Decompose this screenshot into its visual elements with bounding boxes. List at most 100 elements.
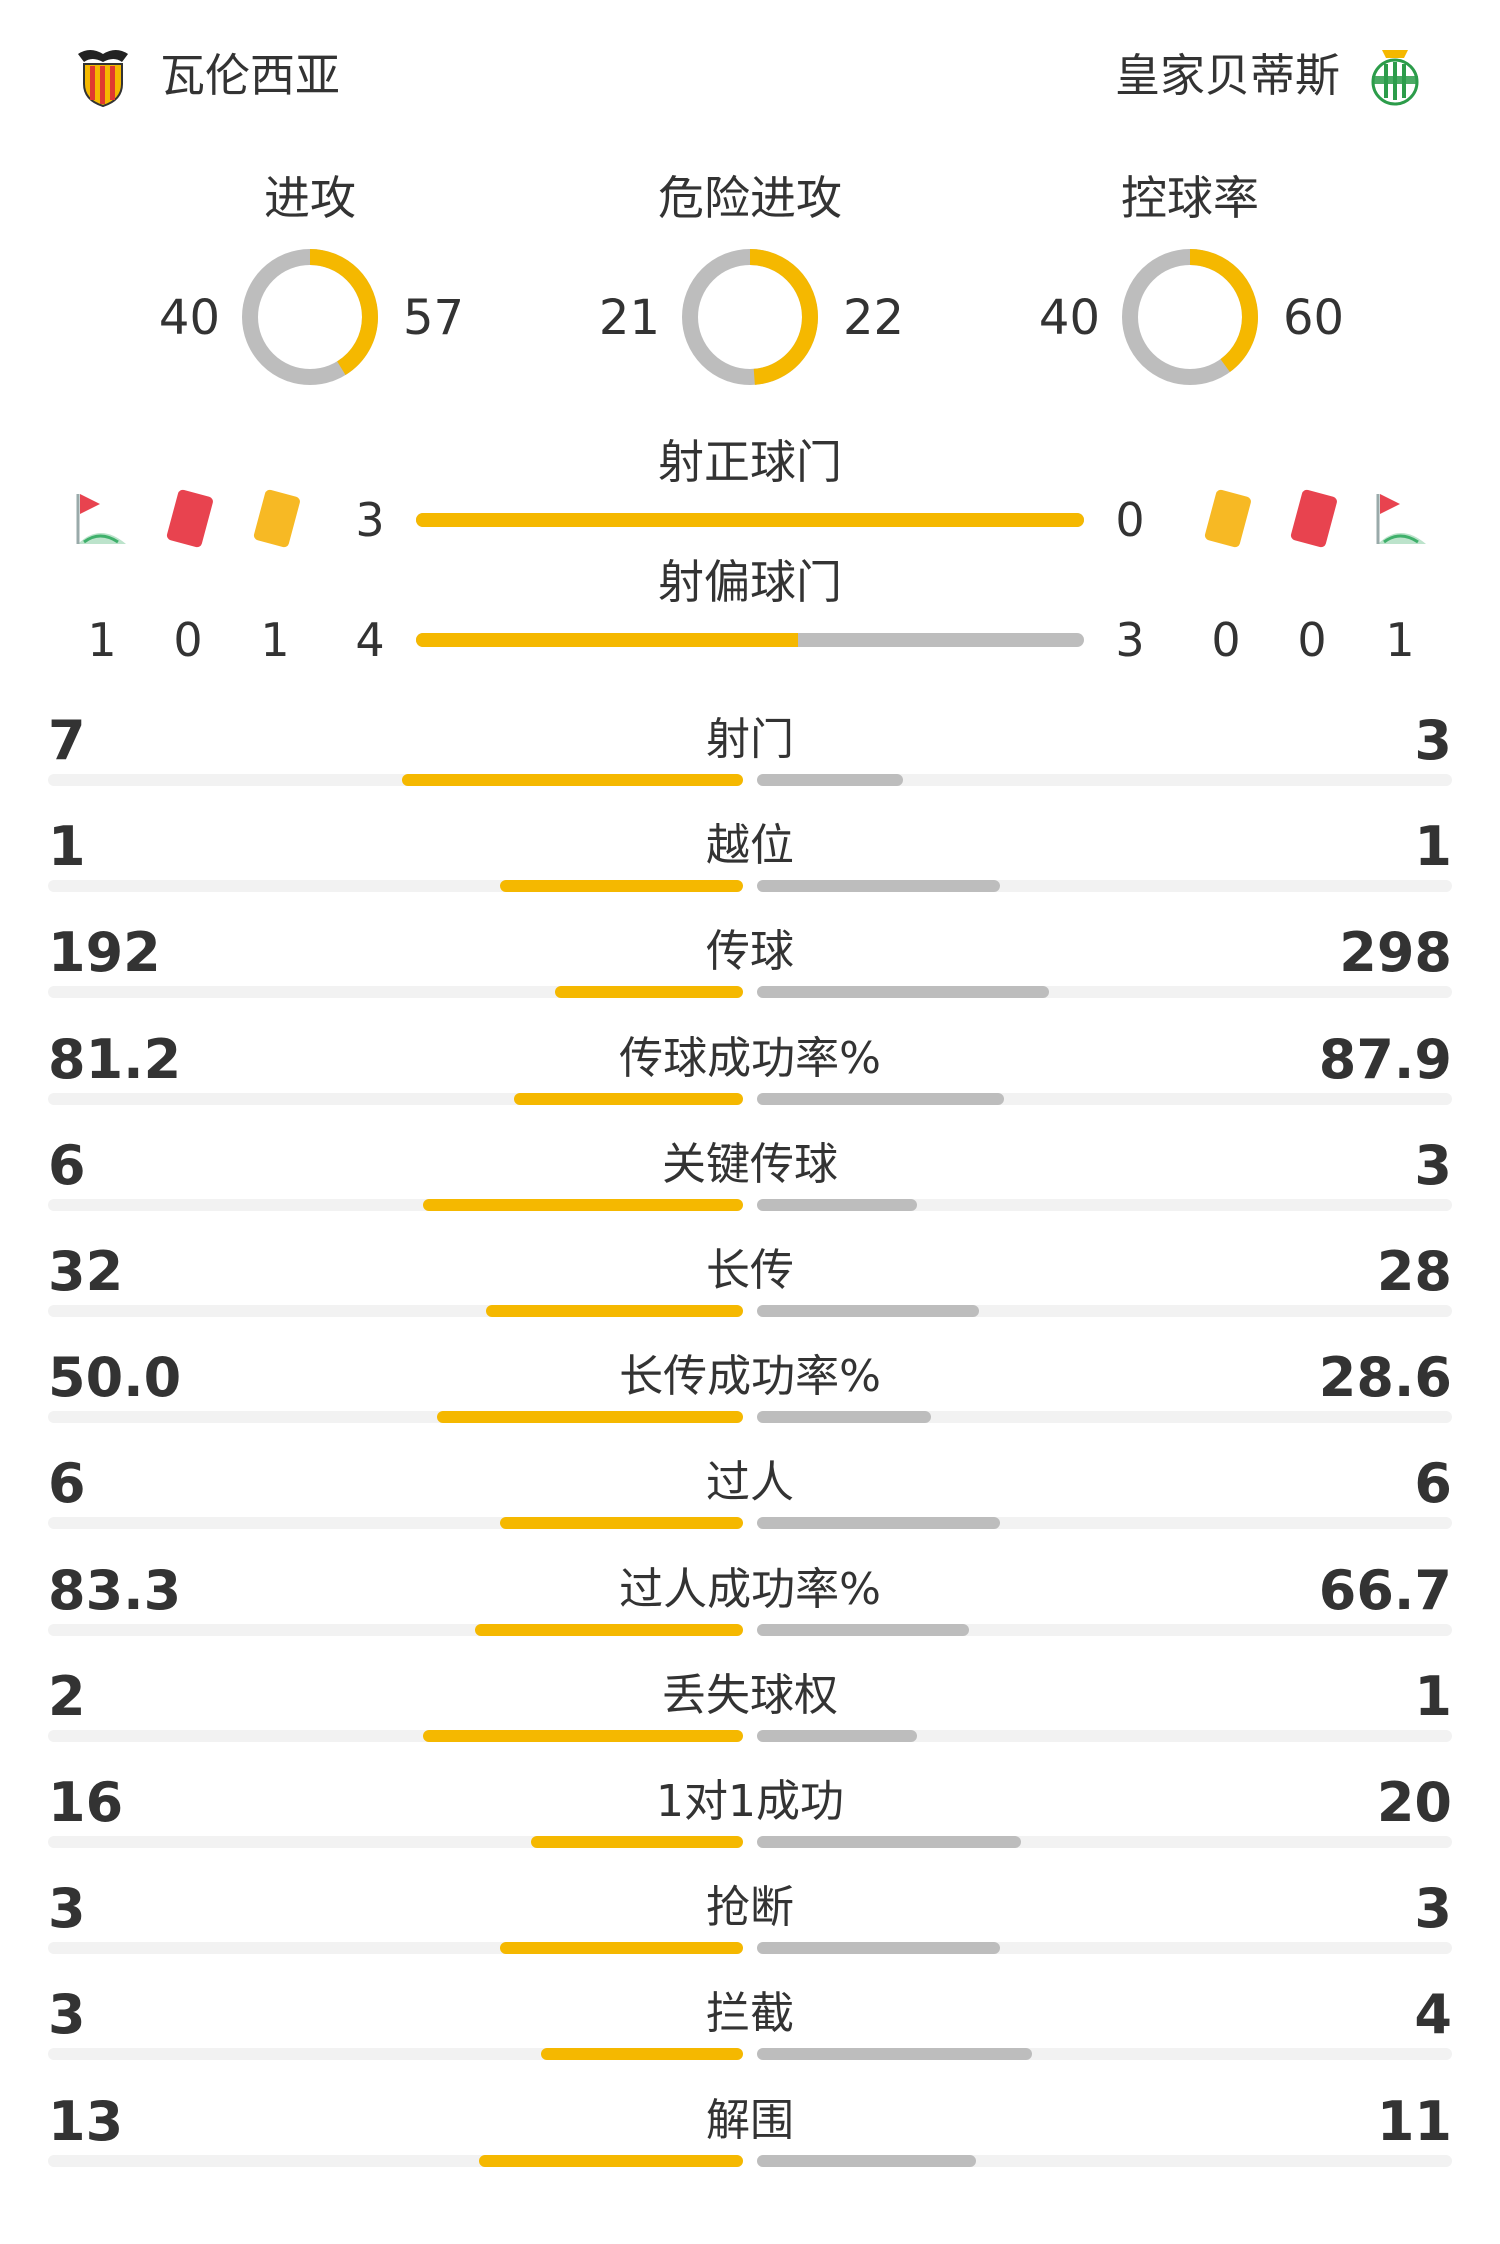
stat-home-value: 192: [48, 921, 161, 985]
stat-row: 1 越位 1: [48, 806, 1452, 912]
stat-home-bar: [402, 774, 743, 786]
stat-away-bar: [757, 1623, 969, 1636]
stat-home-value: 81.2: [48, 1027, 182, 1091]
stat-row: 3 抢断 3: [48, 1868, 1452, 1974]
stat-away-value: 28: [1376, 1240, 1452, 1303]
stat-label: 射门: [706, 714, 794, 765]
stat-row: 6 关键传球 3: [48, 1125, 1452, 1231]
stat-home-value: 6: [48, 1452, 86, 1516]
home-yellow-card-icon: [245, 488, 305, 548]
donut-title-attack: 进攻: [264, 171, 356, 225]
stat-label: 解围: [706, 2094, 794, 2146]
stat-label: 越位: [706, 820, 794, 872]
stat-row: 13 解围 11: [48, 2081, 1452, 2187]
stat-away-value: 3: [1414, 1133, 1452, 1197]
stat-away-value: 1: [1414, 1664, 1452, 1728]
stat-home-value: 13: [48, 2089, 124, 2153]
stat-label: 丢失球权: [662, 1669, 838, 1721]
stat-label: 传球: [706, 926, 794, 978]
stat-home-bar: [478, 2154, 743, 2167]
stat-away-value: 28.6: [1318, 1346, 1452, 1410]
stat-away-bar: [757, 1411, 931, 1424]
stat-away-bar: [757, 774, 903, 786]
stat-away-value: 4: [1414, 1983, 1452, 2047]
stat-label: 1对1成功: [656, 1776, 844, 1827]
stat-row: 83.3 过人成功率% 66.7: [48, 1550, 1452, 1656]
valencia-crest-icon: [70, 44, 136, 110]
home-red-card-icon: [158, 488, 218, 548]
stat-row: 3 拦截 4: [48, 1974, 1452, 2080]
stat-away-track: [757, 1411, 1452, 1424]
stat-away-bar: [757, 1305, 980, 1317]
away-yellow-card-icon: [1196, 488, 1256, 548]
shots-off-target-home: 4: [355, 613, 385, 667]
stat-home-bar: [555, 986, 743, 999]
possession-home-value: 40: [1038, 290, 1100, 346]
stat-row: 81.2 传球成功率% 87.9: [48, 1019, 1452, 1125]
stat-home-bar: [513, 1092, 743, 1105]
stat-away-value: 20: [1376, 1771, 1452, 1834]
attack-donut: [242, 249, 378, 385]
possession-donut: [1122, 249, 1258, 385]
stat-row: 16 1对1成功 20: [48, 1762, 1452, 1868]
stat-away-value: 66.7: [1318, 1558, 1452, 1622]
stat-home-value: 83.3: [48, 1558, 182, 1622]
shots-off-target-title: 射偏球门: [658, 555, 842, 609]
stat-home-value: 32: [48, 1240, 124, 1303]
stat-home-value: 2: [48, 1664, 86, 1728]
stat-away-value: 298: [1339, 921, 1452, 985]
dangerous-attack-away-value: 22: [843, 290, 905, 346]
stat-home-value: 7: [48, 709, 86, 772]
home-team-name: 瓦伦西亚: [160, 49, 341, 102]
shots-on-target-away: 0: [1115, 493, 1145, 547]
stat-row: 2 丢失球权 1: [48, 1656, 1452, 1762]
stat-row: 50.0 长传成功率% 28.6: [48, 1337, 1452, 1443]
donut-title-dangerous-attack: 危险进攻: [658, 171, 842, 225]
away-yellow-cards-count: 0: [1211, 613, 1241, 667]
stat-home-bar: [531, 1836, 743, 1848]
stat-away-value: 1: [1414, 815, 1452, 879]
stat-away-bar: [757, 1729, 917, 1742]
stat-home-bar: [499, 1942, 743, 1955]
donut-title-possession: 控球率: [1121, 171, 1259, 225]
home-red-cards-count: 0: [173, 613, 203, 667]
stat-label: 传球成功率%: [619, 1032, 881, 1084]
stat-home-value: 50.0: [48, 1346, 182, 1410]
stat-away-track: [757, 1198, 1452, 1211]
stat-home-bar: [437, 1411, 743, 1424]
away-red-cards-count: 0: [1297, 613, 1327, 667]
stat-home-bar: [475, 1623, 743, 1636]
stat-row: 32 长传 28: [48, 1231, 1452, 1337]
stat-away-bar: [757, 1836, 1022, 1848]
stat-away-bar: [757, 1942, 1001, 1955]
stat-label: 关键传球: [662, 1138, 838, 1190]
home-corner-flag-icon: [70, 488, 130, 548]
attack-home-value: 40: [158, 290, 220, 346]
stat-away-value: 6: [1414, 1452, 1452, 1516]
stat-away-value: 11: [1376, 2089, 1452, 2153]
stat-home-bar: [499, 880, 743, 893]
shots-on-target-bar: [416, 513, 1084, 527]
stat-home-bar: [485, 1305, 743, 1317]
stat-label: 抢断: [706, 1882, 794, 1934]
stat-home-bar: [423, 1729, 743, 1742]
away-corners-count: 1: [1385, 613, 1415, 667]
stat-label: 过人成功率%: [619, 1563, 881, 1615]
shots-off-target-away: 3: [1115, 613, 1145, 667]
stat-home-bar: [499, 1517, 743, 1530]
stat-label: 过人: [706, 1457, 794, 1509]
home-yellow-cards-count: 1: [260, 613, 290, 667]
attack-away-value: 57: [403, 290, 465, 346]
possession-away-value: 60: [1283, 290, 1345, 346]
away-red-card-icon: [1282, 488, 1342, 548]
stat-home-value: 16: [48, 1771, 124, 1834]
dangerous-attack-donut: [682, 249, 818, 385]
stat-away-value: 3: [1414, 1877, 1452, 1941]
stat-away-bar: [757, 986, 1049, 999]
away-corner-flag-icon: [1370, 488, 1430, 548]
stat-home-value: 1: [48, 815, 86, 879]
stat-away-track: [757, 1729, 1452, 1742]
shots-on-target-home-fill: [416, 513, 1084, 527]
stat-home-value: 3: [48, 1983, 86, 2047]
stat-away-value: 3: [1414, 709, 1452, 772]
